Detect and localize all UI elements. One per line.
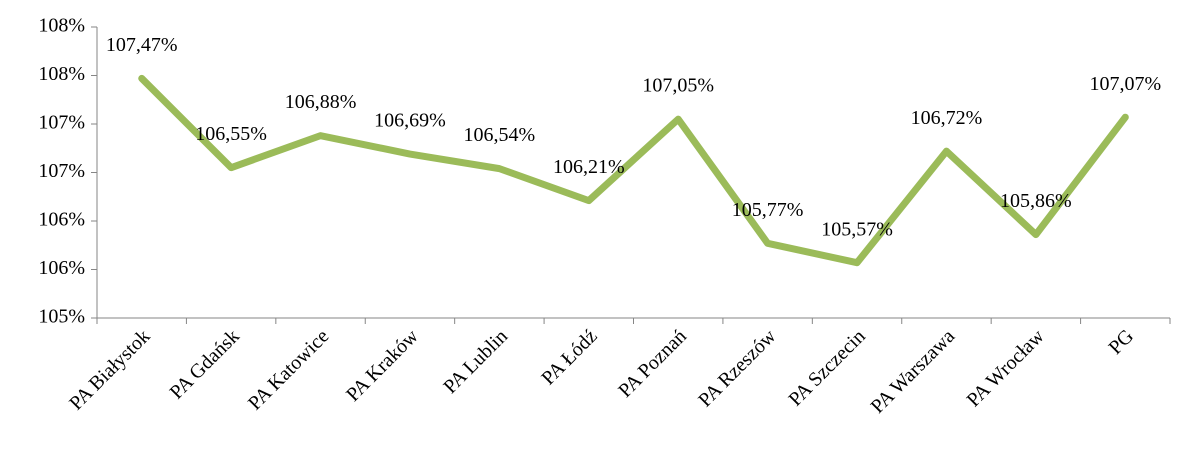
x-tick-label: PA Gdańsk (166, 325, 244, 403)
y-tick-label: 107% (38, 160, 85, 182)
data-label: 106,55% (195, 123, 267, 145)
x-tick-label: PA Łódź (537, 325, 601, 389)
x-tick-label: PA Lublin (439, 325, 512, 398)
y-tick-label: 106% (38, 257, 85, 279)
data-label: 107,07% (1089, 73, 1161, 95)
x-tick-label: PA Poznań (614, 325, 691, 402)
x-tick-label: PG (1104, 325, 1138, 359)
x-tick-label: PA Szczecin (784, 325, 869, 410)
y-tick-label: 108% (38, 15, 85, 37)
y-tick-label: 106% (38, 209, 85, 231)
data-label: 105,86% (1000, 190, 1072, 212)
data-label: 105,57% (821, 218, 893, 240)
data-label: 107,47% (106, 34, 178, 56)
data-label: 106,72% (911, 107, 983, 129)
x-tick-label: PA Katowice (244, 325, 333, 414)
data-label: 106,69% (374, 110, 446, 132)
line (138, 74, 1129, 267)
y-tick-label: 108% (38, 63, 85, 85)
x-tick-label: PA Rzeszów (694, 325, 781, 412)
y-tick-label: 105% (38, 306, 85, 328)
x-tick-label: PA Warszawa (867, 325, 960, 418)
data-label: 106,21% (553, 156, 625, 178)
data-label: 106,54% (464, 124, 536, 146)
data-label: 107,05% (642, 75, 714, 97)
x-tick-label: PA Wrocław (963, 325, 1049, 411)
x-tick-label: PA Białystok (65, 325, 154, 414)
data-label: 106,88% (285, 91, 357, 113)
data-label: 105,77% (732, 199, 804, 221)
y-tick-label: 107% (38, 112, 85, 134)
x-tick-label: PA Kraków (342, 325, 423, 406)
